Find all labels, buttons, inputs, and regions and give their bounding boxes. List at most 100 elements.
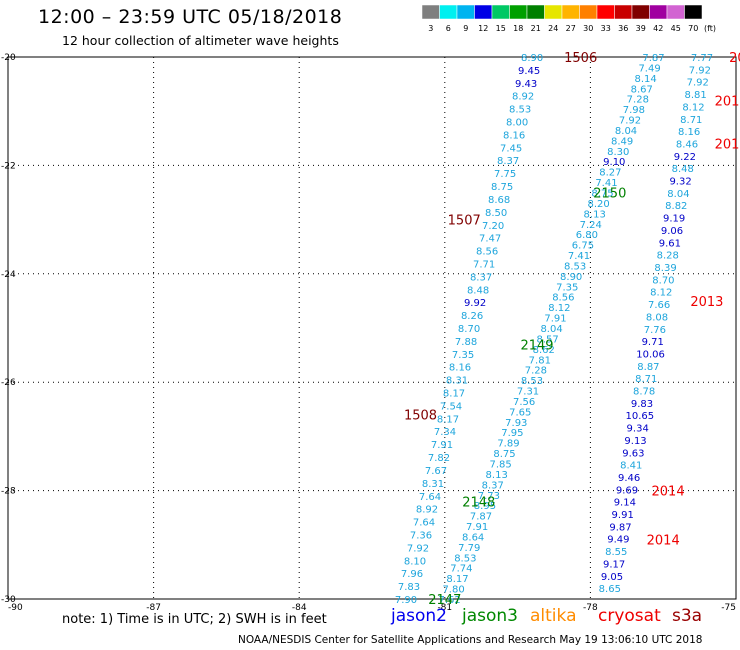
- wave-height-value: 7.87: [642, 53, 664, 64]
- x-tick-label: -84: [292, 603, 307, 613]
- wave-height-value: 6.75: [572, 241, 594, 252]
- y-tick-label: -20: [1, 53, 16, 63]
- wave-height-value: 8.81: [684, 90, 706, 101]
- wave-height-value: 8.90: [560, 272, 582, 283]
- wave-height-value: 7.79: [458, 543, 480, 554]
- wave-height-value: 8.53: [454, 553, 476, 564]
- x-tick-label: -81: [437, 603, 452, 613]
- credit-line: NOAA/NESDIS Center for Satellite Applica…: [238, 634, 703, 646]
- wave-height-value: 7.73: [478, 491, 500, 502]
- wave-height-value: 8.92: [416, 505, 438, 516]
- wave-height-value: 8.20: [587, 199, 609, 210]
- track-id-label: 1507: [448, 214, 481, 229]
- colorbar-label: 70: [688, 24, 698, 33]
- track-id-label: 2013: [690, 295, 723, 310]
- wave-height-value: 7.92: [619, 116, 641, 127]
- wave-height-value: 9.22: [674, 152, 696, 163]
- wave-height-value: 8.62: [533, 345, 555, 356]
- wave-height-value: 8.04: [540, 324, 562, 335]
- wave-height-value: 8.87: [637, 362, 659, 373]
- colorbar-label: 39: [636, 24, 646, 33]
- wave-height-value: 7.35: [556, 282, 578, 293]
- wave-height-value: 7.41: [595, 178, 617, 189]
- wave-height-value: 9.46: [618, 473, 640, 484]
- wave-height-value: 8.17: [437, 414, 459, 425]
- chart-subtitle: 12 hour collection of altimeter wave hei…: [62, 33, 339, 48]
- wave-height-value: 9.06: [661, 226, 683, 237]
- colorbar-label: 24: [548, 24, 558, 33]
- colorbar-label: 42: [653, 24, 663, 33]
- x-tick-label: -75: [721, 603, 736, 613]
- wave-height-value: 7.36: [410, 530, 432, 541]
- wave-height-value: 9.69: [616, 485, 638, 496]
- colorbar-swatch: [526, 4, 545, 20]
- wave-height-value: 7.74: [450, 564, 472, 575]
- wave-height-value: 7.67: [425, 466, 447, 477]
- wave-height-value: 7.66: [648, 300, 670, 311]
- wave-height-value: 7.49: [638, 63, 660, 74]
- wave-height-value: 7.45: [500, 143, 522, 154]
- colorbar-label: 30: [583, 24, 593, 33]
- y-tick-label: -30: [1, 595, 16, 605]
- wave-height-value: 8.16: [678, 127, 700, 138]
- wave-height-value: 7.56: [513, 397, 535, 408]
- colorbar-swatch: [649, 4, 668, 20]
- colorbar-label: 3: [428, 24, 433, 33]
- wave-height-value: 8.90: [521, 53, 543, 64]
- wave-height-value: 9.87: [609, 522, 631, 533]
- wave-height-value: 7.65: [509, 407, 531, 418]
- wave-height-value: 8.92: [512, 92, 534, 103]
- x-tick-label: -87: [146, 603, 161, 613]
- wave-height-value: 7.75: [494, 169, 516, 180]
- wave-height-value: 9.49: [607, 535, 629, 546]
- wave-height-value: 7.85: [489, 460, 511, 471]
- legend-cryosat: cryosat: [598, 606, 661, 626]
- wave-height-value: 8.31: [446, 376, 468, 387]
- wave-height-value: 9.05: [601, 572, 623, 583]
- wave-height-value: 8.70: [458, 324, 480, 335]
- wave-height-value: 9.14: [614, 498, 636, 509]
- wave-height-value: 8.16: [503, 130, 525, 141]
- y-tick-label: -26: [1, 378, 16, 388]
- wave-height-value: 7.81: [529, 355, 551, 366]
- wave-height-value: 8.53: [509, 105, 531, 116]
- wave-height-value: 8.39: [654, 263, 676, 274]
- wave-height-value: 8.37: [482, 480, 504, 491]
- colorbar-swatch: [456, 4, 475, 20]
- axis-ticks: -90 -87 -84 -81 -78 -75 -20 -22 -24 -26 -28 -30: [1, 53, 736, 613]
- wave-height-value: 9.91: [612, 510, 634, 521]
- wave-height-value: 9.61: [659, 238, 681, 249]
- chart-title: 12:00 – 23:59 UTC 05/18/2018: [38, 6, 343, 28]
- colorbar-swatch: [421, 4, 440, 20]
- colorbar-swatch: [439, 4, 458, 20]
- colorbar-swatch: [491, 4, 510, 20]
- wave-height-value: 7.96: [401, 569, 423, 580]
- wave-height-value: 8.26: [461, 311, 483, 322]
- grid-lines: [8, 57, 736, 599]
- wave-height-value: 8.30: [607, 147, 629, 158]
- x-tick-label: -90: [8, 603, 23, 613]
- wave-height-value: 8.78: [633, 387, 655, 398]
- wave-height-value: 8.48: [467, 285, 489, 296]
- wave-height-value: 7.87: [470, 512, 492, 523]
- wave-height-value: 7.89: [497, 439, 519, 450]
- wave-height-value: 8.16: [449, 363, 471, 374]
- wave-height-value: 9.71: [642, 337, 664, 348]
- plot-frame: [7, 56, 737, 600]
- wave-height-value: 8.55: [605, 547, 627, 558]
- wave-height-value: 10.65: [626, 411, 655, 422]
- wave-height-value: 8.46: [676, 139, 698, 150]
- track-id-label: 2147: [428, 593, 461, 608]
- wave-height-value: 7.92: [407, 543, 429, 554]
- wave-height-value: 7.28: [627, 95, 649, 106]
- wave-height-value: 8.50: [485, 208, 507, 219]
- wave-height-value: 8.14: [635, 74, 657, 85]
- wave-height-value: 8.56: [552, 293, 574, 304]
- wave-height-value: 8.68: [488, 195, 510, 206]
- wave-height-value: 8.65: [599, 584, 621, 595]
- wave-height-value: 9.19: [663, 214, 685, 225]
- wave-height-value: 7.95: [501, 428, 523, 439]
- wave-height-value: 7.35: [452, 350, 474, 361]
